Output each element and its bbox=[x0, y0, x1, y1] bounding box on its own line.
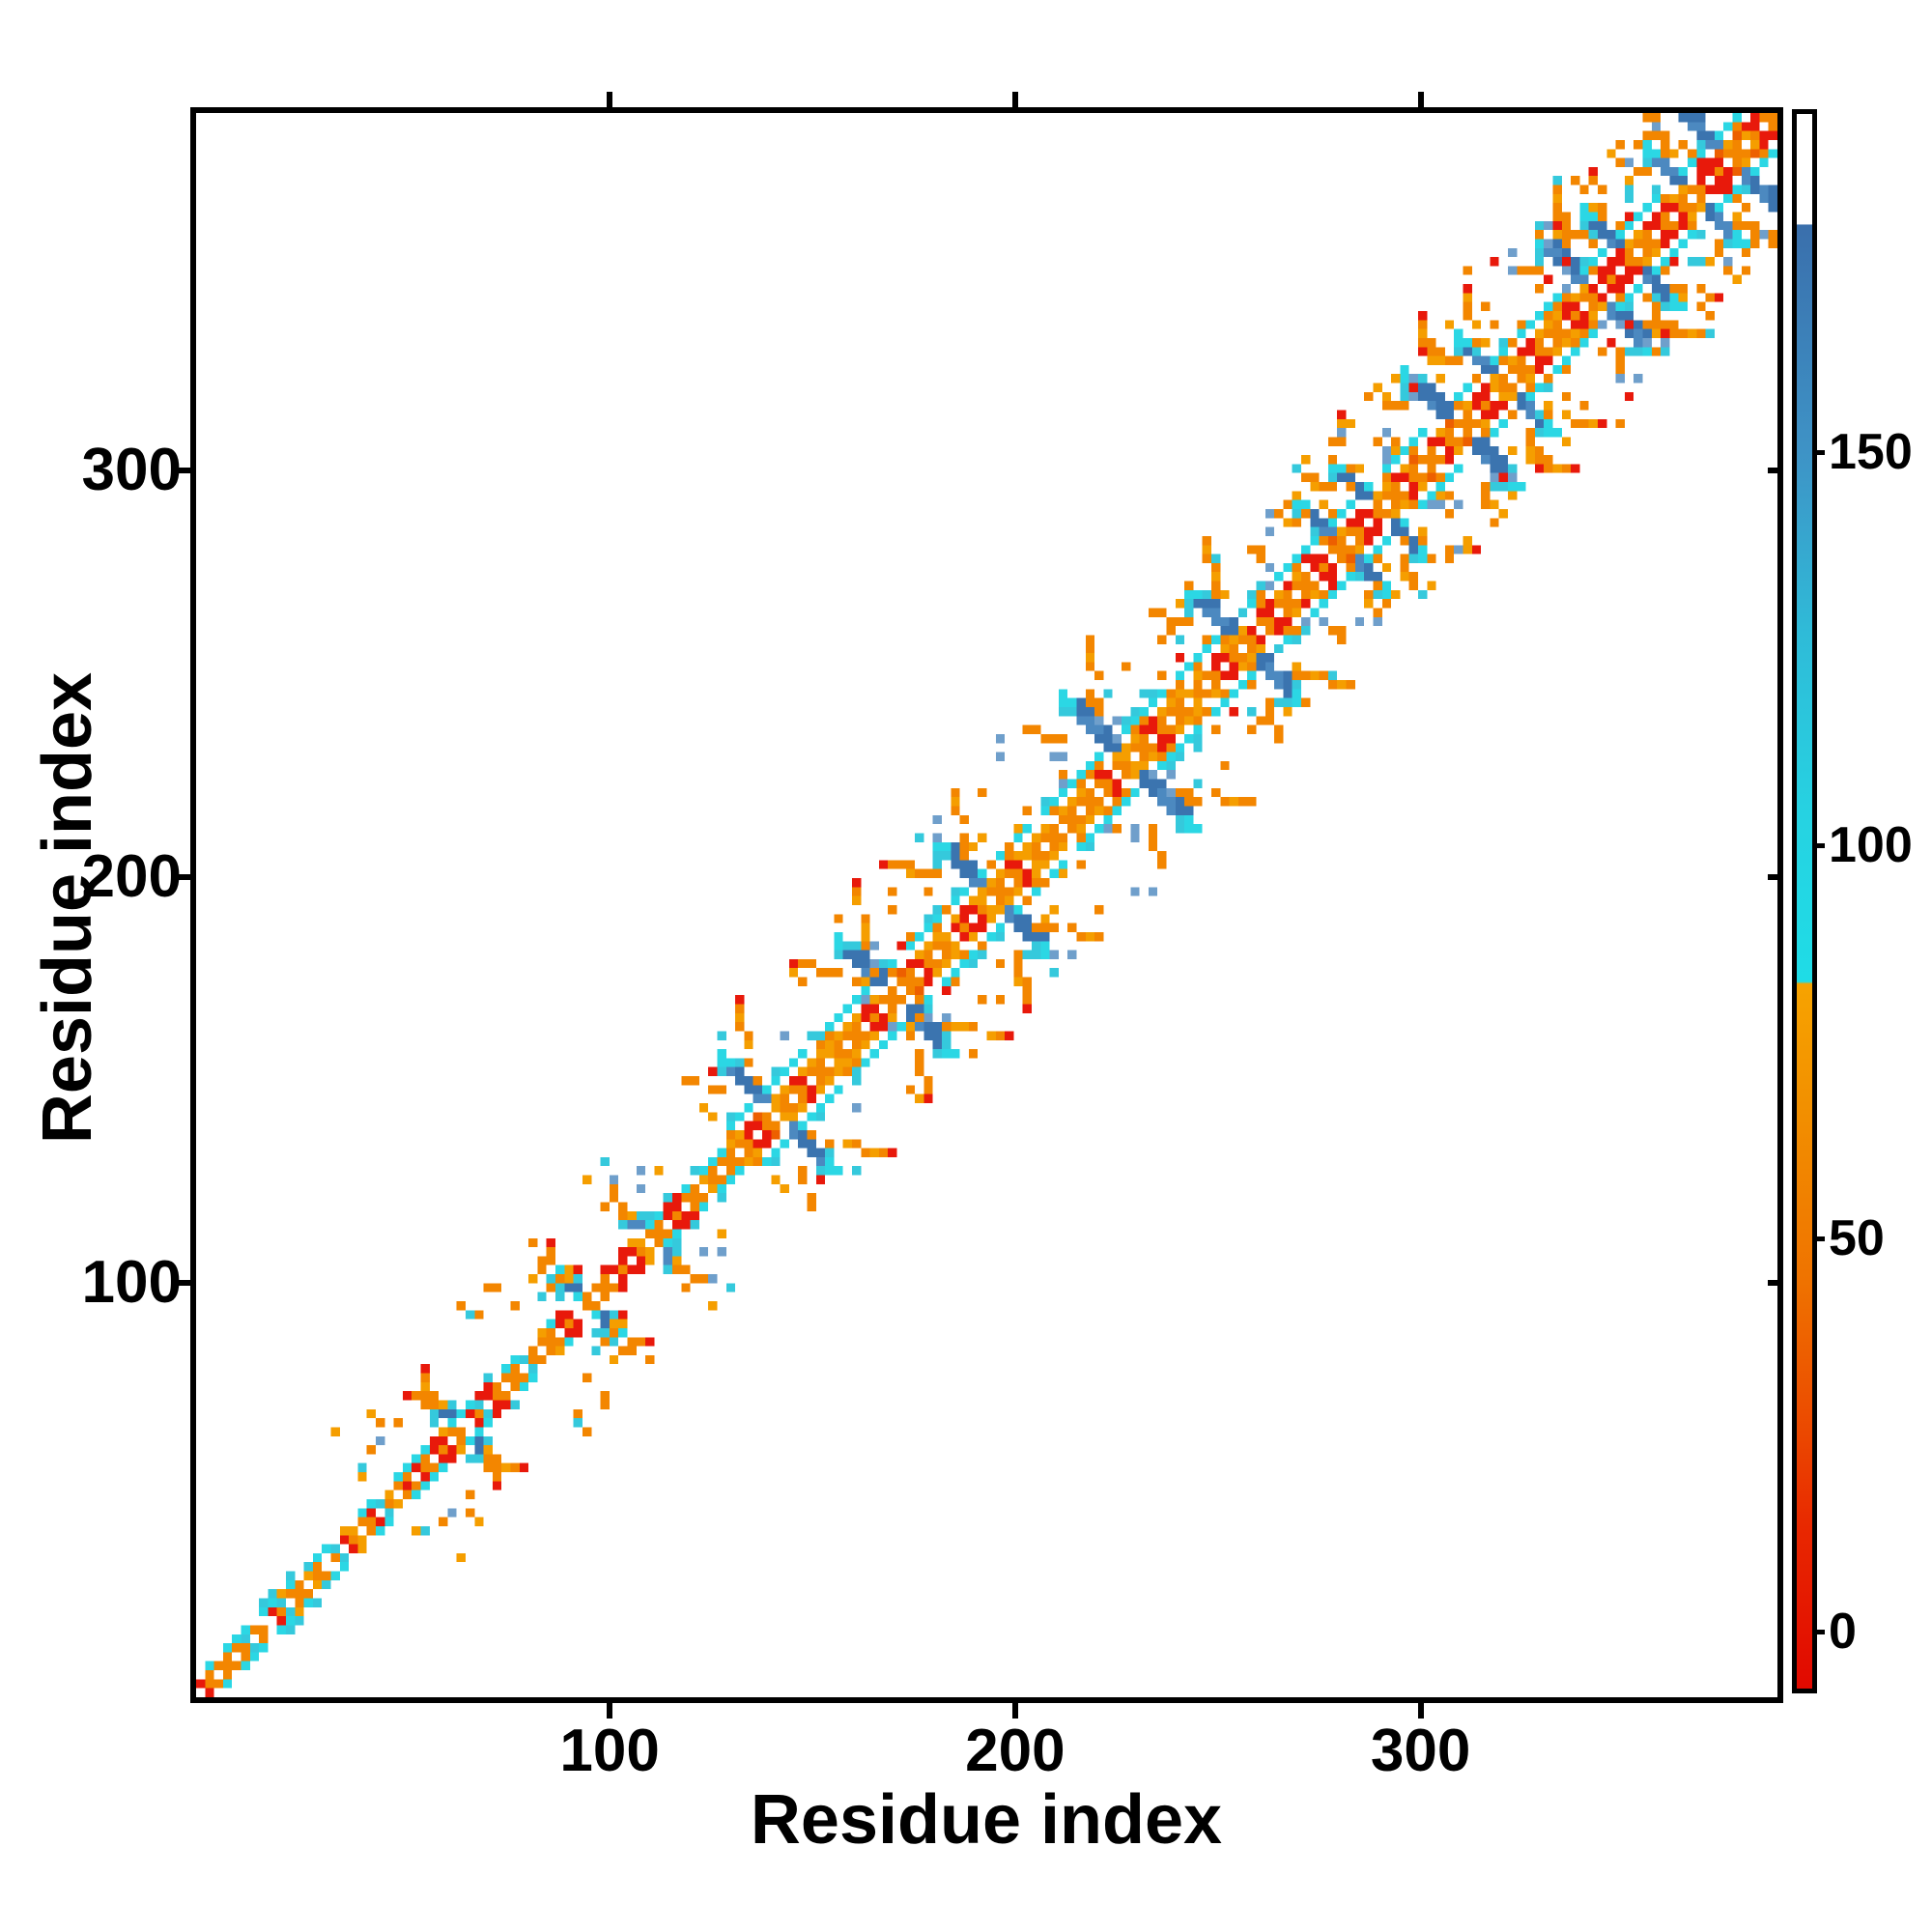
x-tick-label: 100 bbox=[559, 1718, 660, 1784]
axis-tick bbox=[1817, 1630, 1825, 1634]
colorbar-gradient bbox=[1797, 114, 1812, 1689]
colorbar bbox=[1792, 109, 1817, 1693]
axis-tick bbox=[607, 1703, 613, 1719]
colorbar-tick-label: 0 bbox=[1829, 1604, 1857, 1660]
axis-tick bbox=[1417, 92, 1424, 107]
x-tick-label: 200 bbox=[965, 1718, 1065, 1784]
plot-area bbox=[190, 107, 1783, 1703]
axis-tick bbox=[175, 873, 190, 880]
colorbar-tick-label: 50 bbox=[1829, 1209, 1885, 1266]
axis-tick bbox=[1768, 468, 1777, 474]
contact-map-canvas bbox=[196, 113, 1777, 1697]
x-axis-title: Residue index bbox=[750, 1781, 1223, 1859]
axis-tick bbox=[1817, 449, 1825, 455]
axis-tick bbox=[1817, 1236, 1825, 1241]
y-tick-label: 200 bbox=[81, 842, 182, 910]
colorbar-tick-label: 100 bbox=[1829, 816, 1913, 873]
axis-tick bbox=[607, 92, 613, 107]
colorbar-tick-label: 150 bbox=[1829, 423, 1913, 480]
axis-tick bbox=[175, 1280, 190, 1287]
x-tick-label: 300 bbox=[1370, 1718, 1471, 1784]
axis-tick bbox=[1011, 92, 1018, 107]
y-tick-label: 300 bbox=[81, 437, 182, 504]
axis-tick bbox=[1768, 1280, 1777, 1287]
axis-tick bbox=[1417, 1703, 1424, 1719]
axis-tick bbox=[1817, 842, 1825, 848]
axis-tick bbox=[1011, 1703, 1018, 1719]
axis-tick bbox=[1768, 873, 1777, 880]
axis-tick bbox=[175, 468, 190, 474]
y-tick-label: 100 bbox=[81, 1249, 182, 1317]
